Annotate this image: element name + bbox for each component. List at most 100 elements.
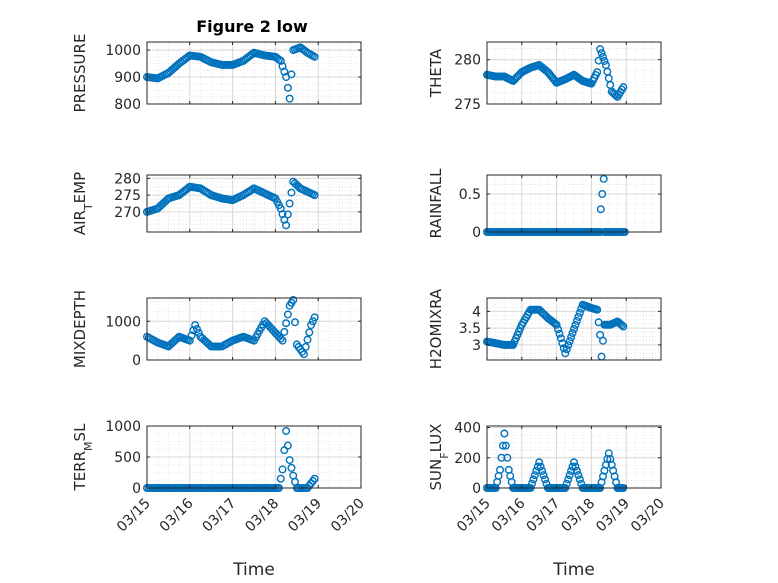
data-point (276, 56, 285, 65)
data-point (301, 342, 310, 351)
data-point (278, 465, 287, 474)
y-axis-label-subscript: F (438, 452, 451, 458)
data-point (285, 199, 294, 208)
y-tick-label: 400 (454, 421, 481, 437)
data-point (527, 479, 536, 488)
data-point (593, 305, 602, 314)
y-tick-label: 4 (472, 304, 481, 320)
data-point (282, 221, 291, 230)
data-point (310, 191, 319, 200)
data-point (274, 55, 283, 64)
data-point (593, 68, 602, 77)
y-tick-label: 1000 (105, 419, 141, 435)
data-point (596, 205, 605, 214)
data-point (539, 471, 548, 480)
axes-box (146, 297, 362, 361)
y-tick-label: 280 (454, 53, 481, 69)
data-point (600, 57, 609, 66)
data-point (305, 328, 314, 337)
data-point (564, 341, 573, 350)
data-point (299, 350, 308, 359)
data-point (282, 426, 291, 435)
y-axis-label-part: EMP (71, 172, 89, 203)
y-tick-label: 800 (114, 97, 141, 113)
y-axis-label: PRESSURE (71, 34, 89, 113)
data-point (285, 456, 294, 465)
y-axis-label-part: SUN (427, 459, 445, 491)
y-tick-label: 1000 (105, 314, 141, 330)
data-point (598, 189, 607, 198)
y-tick-label: 1000 (105, 43, 141, 59)
y-axis-label-part: TERR (71, 451, 89, 492)
data-point (567, 333, 576, 342)
x-axis-label: Time (552, 560, 595, 580)
data-point (564, 475, 573, 484)
data-point (596, 45, 605, 54)
data-point (192, 325, 201, 334)
data-point (567, 466, 576, 475)
data-point (497, 453, 506, 462)
data-point (619, 83, 628, 92)
chart-panel-h2omixra: 33.54 H2OMIXRA (427, 288, 662, 369)
data-point (310, 52, 319, 61)
data-point (574, 312, 583, 321)
y-tick-label: 0 (132, 481, 141, 497)
data-point (276, 334, 285, 343)
axes-box (486, 41, 662, 105)
data-point (283, 210, 292, 219)
y-tick-label: 3 (472, 338, 481, 354)
data-point (278, 62, 287, 71)
data-point (303, 335, 312, 344)
data-point (552, 320, 561, 329)
data-point (530, 471, 539, 480)
data-point (194, 328, 203, 337)
y-tick-label: 900 (114, 70, 141, 86)
axes-box (146, 174, 362, 233)
data-point (283, 310, 292, 319)
data-point (280, 67, 289, 76)
data-point (556, 334, 565, 343)
data-point (310, 313, 319, 322)
chart-panel-pressure: 800 900 1000 PRESSURE (71, 34, 362, 113)
data-point (289, 295, 298, 304)
data-point (503, 453, 512, 462)
data-point (555, 329, 564, 338)
data-point (287, 463, 296, 472)
data-point (538, 466, 547, 475)
data-point (500, 429, 509, 438)
y-axis-label-part: AIR (71, 210, 89, 235)
chart-panel-theta: 275 280 THETA (427, 41, 662, 113)
data-point (575, 475, 584, 484)
y-axis-label: MIXDEPTH (71, 290, 89, 368)
data-point (568, 329, 577, 338)
data-point (575, 308, 584, 317)
data-point (574, 471, 583, 480)
data-point (283, 441, 292, 450)
y-tick-label: 3.5 (459, 321, 481, 337)
figure-title: Figure 2 low (196, 17, 308, 36)
y-axis-label-subscript: M (82, 441, 95, 451)
y-tick-label: 0 (472, 225, 481, 241)
axes-box (486, 425, 662, 489)
data-point (283, 83, 292, 92)
data-point (541, 475, 550, 484)
data-point (562, 345, 571, 354)
y-axis-label: TERRMSL (71, 423, 95, 492)
data-point (291, 318, 300, 327)
data-point (561, 349, 570, 358)
y-tick-label: 280 (114, 171, 141, 187)
data-point (572, 466, 581, 475)
data-point (282, 319, 291, 328)
data-point (276, 474, 285, 483)
y-axis-label-subscript: T (82, 203, 95, 211)
data-point (285, 94, 294, 103)
data-point (571, 320, 580, 329)
data-point (529, 475, 538, 484)
data-point (187, 331, 196, 340)
data-point (501, 441, 510, 450)
data-point (597, 49, 606, 58)
axes-box (486, 297, 662, 361)
